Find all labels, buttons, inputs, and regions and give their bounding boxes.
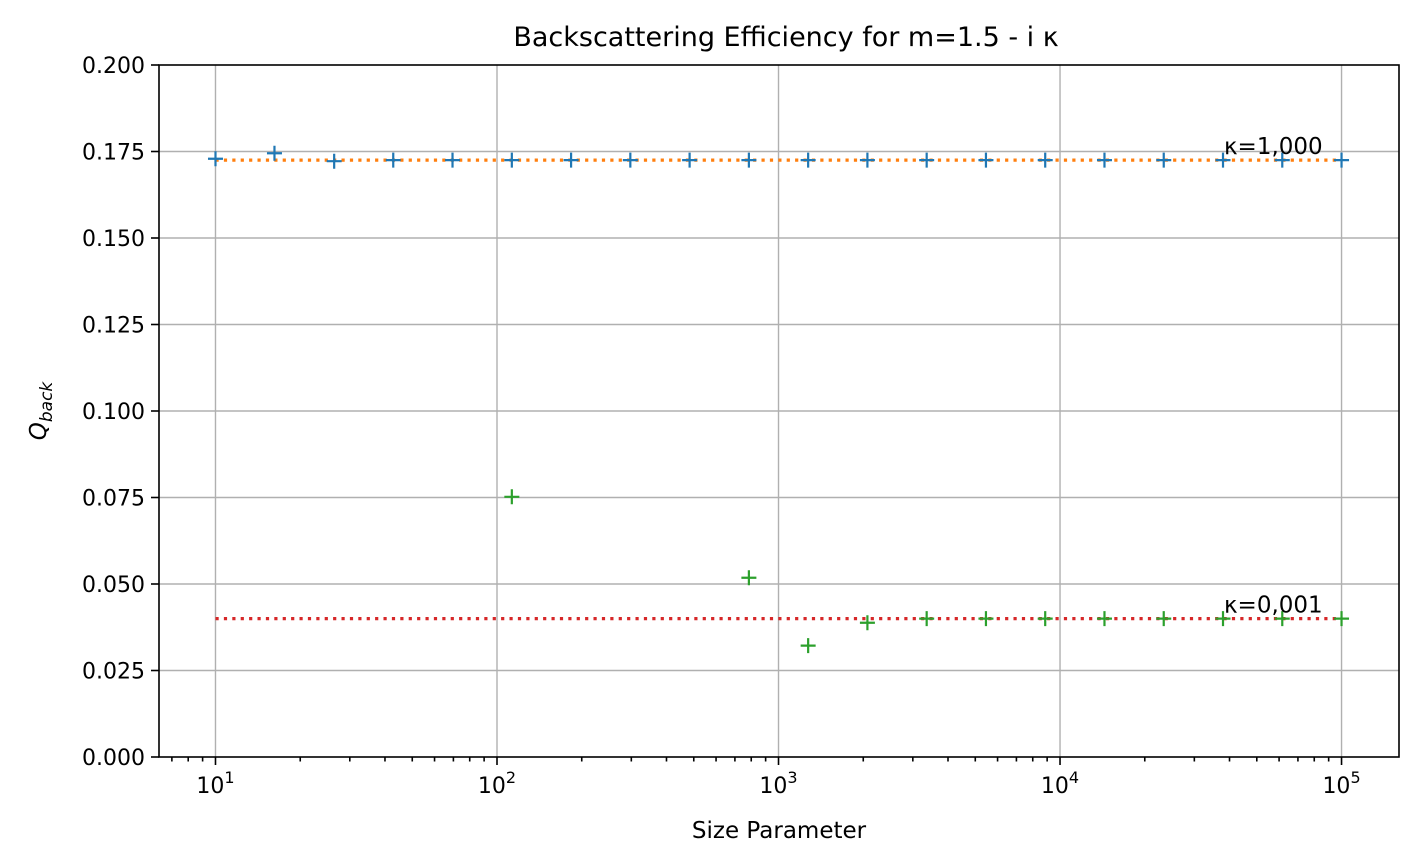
data-point [978,152,994,168]
data-point [800,638,816,654]
y-tick-label: 0.125 [82,314,145,339]
data-point [504,489,520,505]
x-tick-label-base: 10 [196,774,224,799]
data-point [385,152,401,168]
data-point [741,152,757,168]
data-point [1215,611,1231,627]
x-tick-label-exponent: 5 [1350,768,1360,787]
grid [159,65,1399,757]
data-point [1037,152,1053,168]
x-tick-label: 104 [1041,768,1079,799]
data-point [800,152,816,168]
data-point [919,152,935,168]
data-point [1215,152,1231,168]
x-axis-label: Size Parameter [692,818,867,844]
y-tick-label: 0.025 [82,660,145,685]
x-tick-label-exponent: 1 [224,768,234,787]
x-tick-label-base: 10 [1322,774,1350,799]
x-tick-label-exponent: 2 [506,768,516,787]
data-point [919,611,935,627]
data-point [1156,611,1172,627]
x-tick-label-base: 10 [478,774,506,799]
y-axis-label-sub: back [37,381,57,423]
x-tick-label-base: 10 [1041,774,1069,799]
data-point [859,615,875,631]
x-tick-label: 101 [196,768,234,799]
y-tick-label: 0.100 [82,400,145,425]
data-point [682,152,698,168]
y-tick-label: 0.050 [82,573,145,598]
data-point [1096,611,1112,627]
chart-title: Backscattering Efficiency for m=1.5 - i … [513,22,1058,53]
data-point [326,153,342,169]
y-tick-label: 0.150 [82,227,145,252]
y-tick-label: 0.075 [82,487,145,512]
x-tick-label-exponent: 4 [1069,768,1079,787]
data-point [741,570,757,586]
x-tick-label: 105 [1322,768,1360,799]
annotations: κ=1,000 κ=0,001 [1224,134,1323,618]
y-axis-label-base: Q [26,422,52,440]
x-tick-label: 103 [759,768,797,799]
y-tick-label: 0.000 [82,746,145,771]
data-point [563,152,579,168]
y-tick-label: 0.200 [82,54,145,79]
annotation-label: κ=0,001 [1224,593,1323,619]
data-point [1274,152,1290,168]
data-point [207,151,223,167]
data-point [622,152,638,168]
data-point [445,152,461,168]
ticks [151,64,1343,765]
annotation-label: κ=1,000 [1224,134,1323,160]
x-tick-label-base: 10 [759,774,787,799]
data-point [1274,611,1290,627]
tick-labels: 0.000 0.025 0.050 0.075 0.100 0.125 0.150 0.175… [82,54,1361,799]
reference-lines [215,158,1342,621]
data-point [859,152,875,168]
y-tick-label: 0.175 [82,141,145,166]
data-point [1037,611,1053,627]
data-point [1096,152,1112,168]
data-point [978,611,994,627]
y-axis-label: Qback [26,381,57,441]
data-markers [207,145,1350,654]
data-point [504,152,520,168]
data-point [1334,611,1350,627]
x-tick-label-exponent: 3 [787,768,797,787]
data-point [266,145,282,161]
data-point [1334,152,1350,168]
x-tick-label: 102 [478,768,516,799]
data-point [1156,152,1172,168]
